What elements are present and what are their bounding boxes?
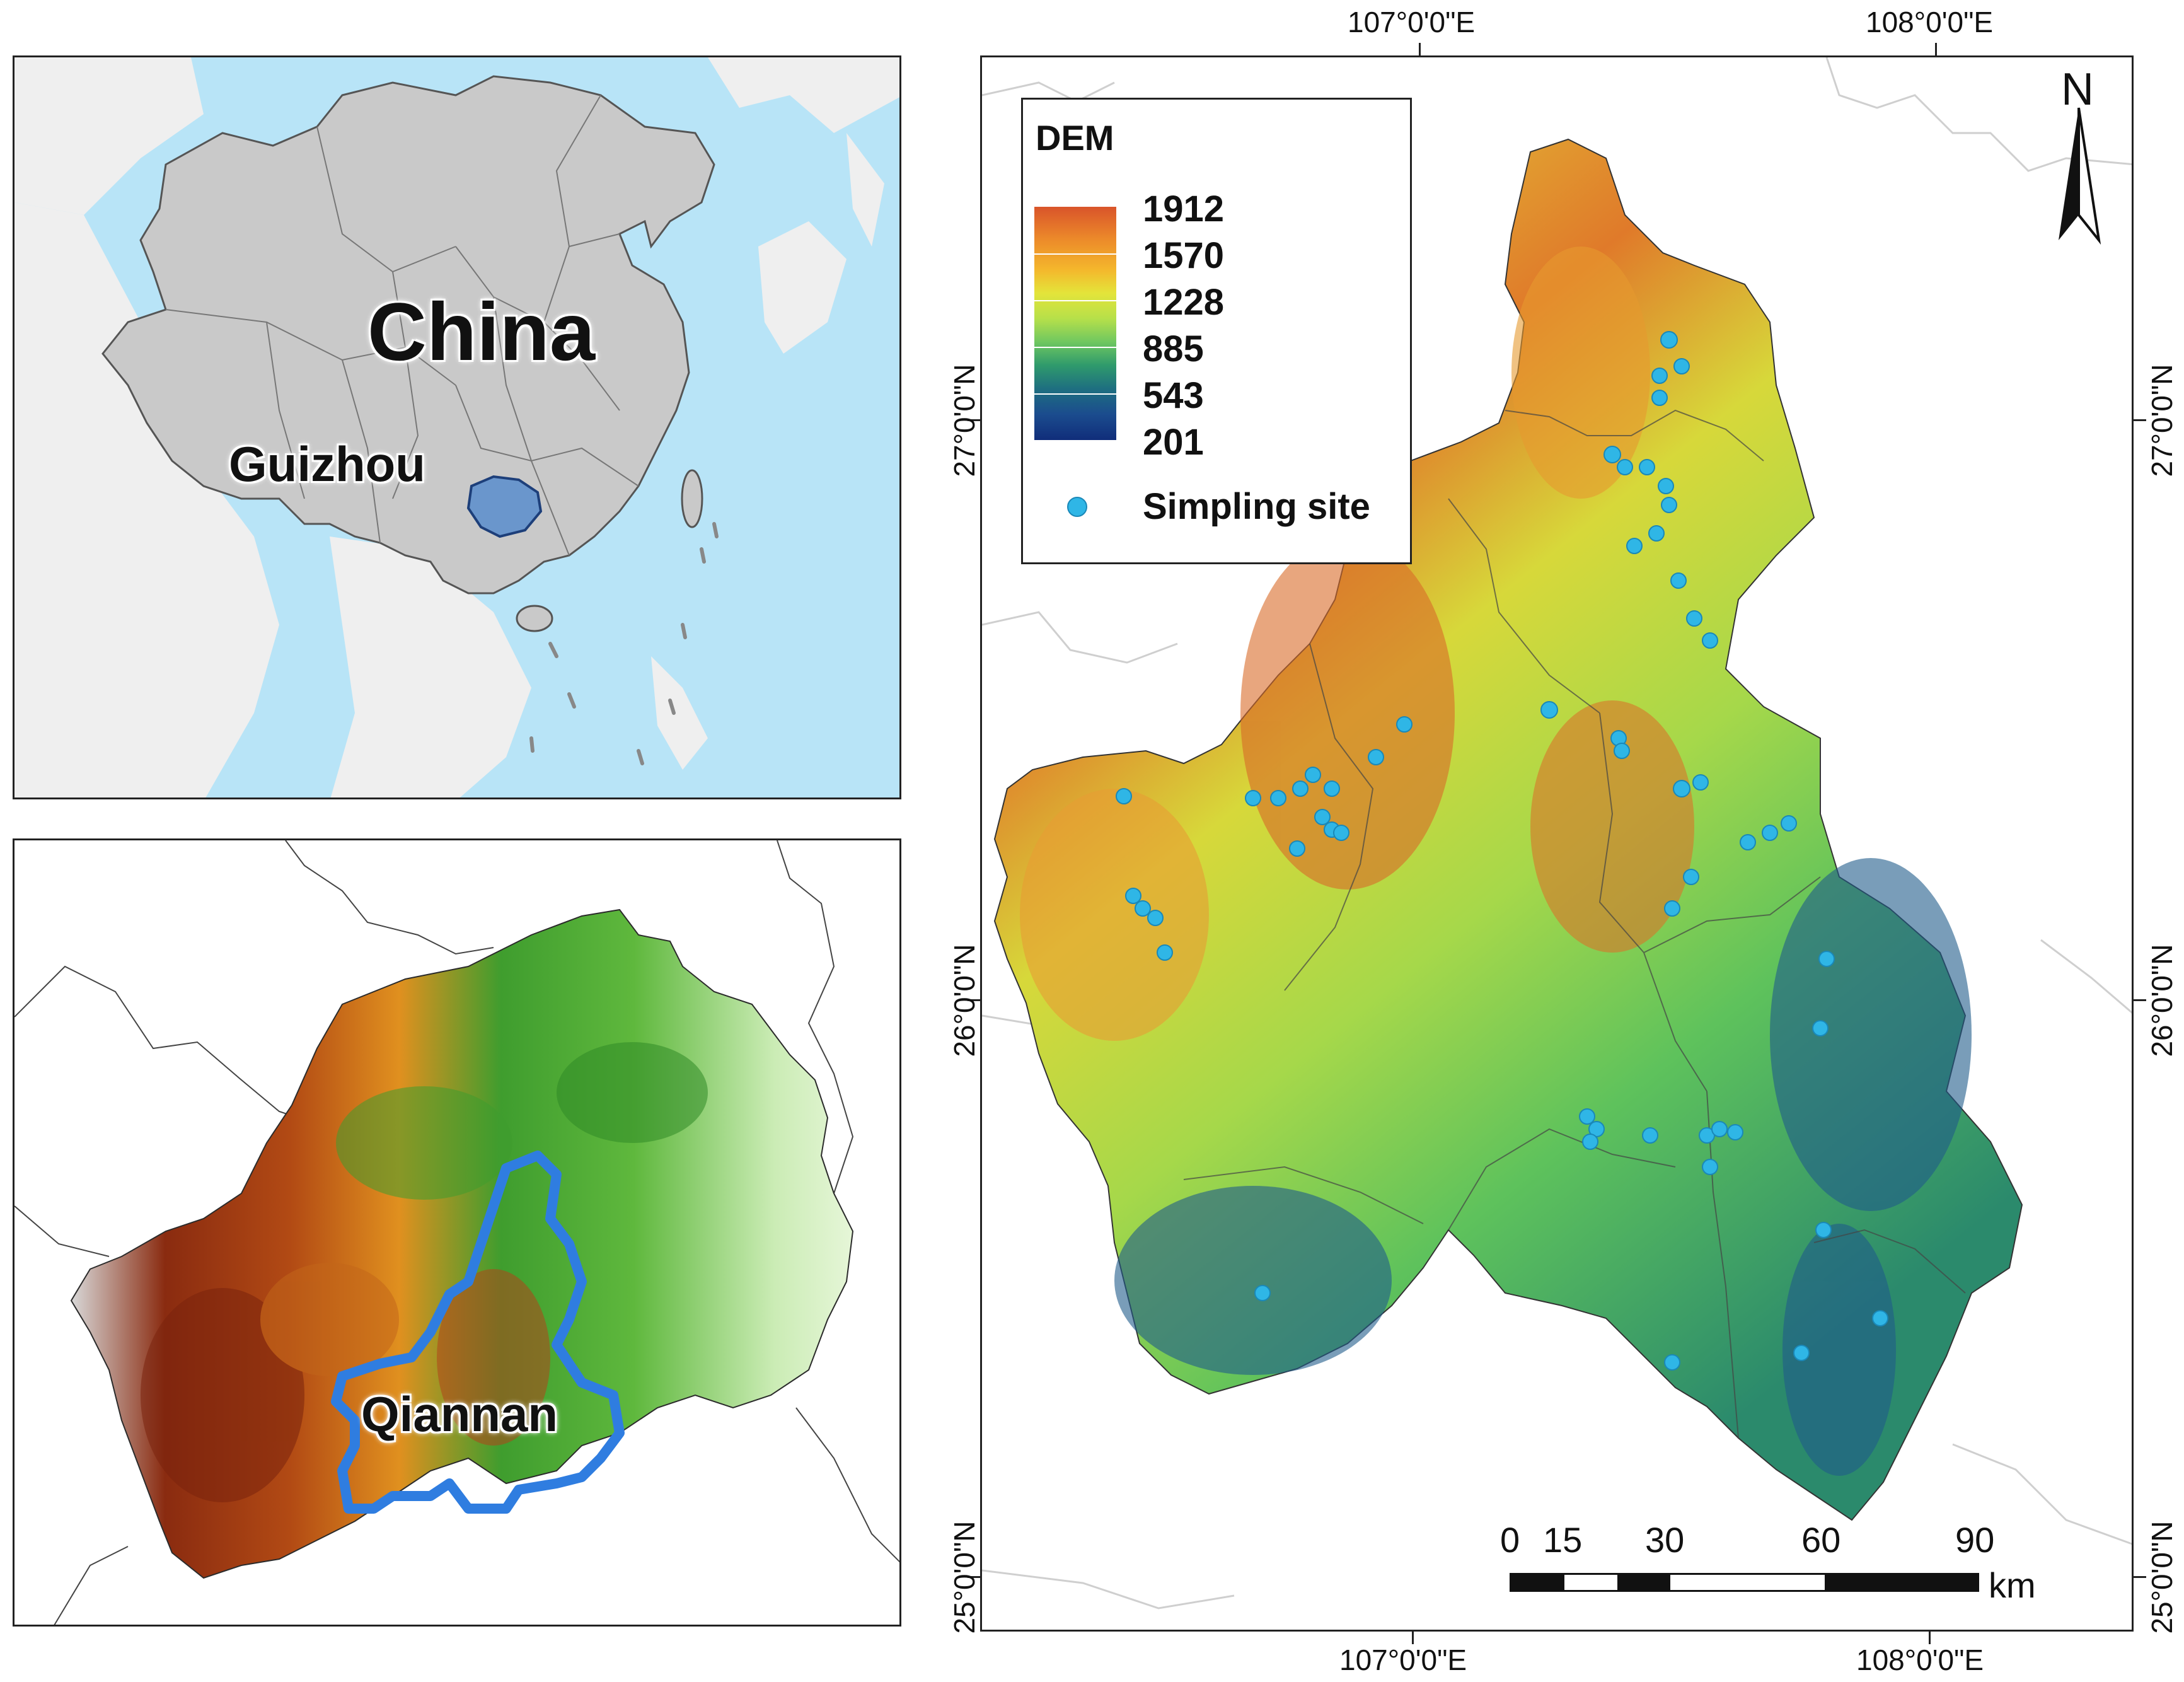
- legend-value-4: 885: [1143, 328, 1204, 369]
- qiannan-relief-svg: [982, 57, 2132, 1610]
- guizhou-label: Guizhou: [229, 436, 425, 492]
- north-arrow-icon: [2059, 107, 2101, 245]
- legend-title: DEM: [1036, 118, 1114, 158]
- legend-value-6: 201: [1143, 422, 1204, 463]
- qiannan-label: Qiannan: [361, 1386, 558, 1442]
- tick-right-26: [2134, 999, 2146, 1001]
- dem-color-ramp: [1034, 207, 1116, 440]
- right-axis-label-27: 27°0'0"N: [2146, 364, 2178, 477]
- china-outline: [101, 75, 715, 594]
- top-axis-label-108: 108°0'0"E: [1866, 6, 1994, 38]
- china-inset-map: China Guizhou: [13, 55, 901, 799]
- legend-value-3: 1228: [1143, 282, 1225, 323]
- scale-tick-60: 60: [1801, 1520, 1841, 1560]
- guizhou-dem-map: [14, 840, 899, 1625]
- tick-left-26: [968, 999, 980, 1001]
- tick-top-107: [1419, 43, 1421, 55]
- qiannan-dem-map: N: [980, 55, 2134, 1632]
- legend-value-5: 543: [1143, 375, 1204, 416]
- tick-left-27: [968, 419, 980, 421]
- north-label: N: [2061, 64, 2094, 115]
- scale-tick-30: 30: [1645, 1520, 1685, 1560]
- dem-legend: DEM 1912 1570 1228 885 543 201 Simpling …: [1021, 98, 1412, 564]
- tick-bottom-108: [1929, 1632, 1931, 1644]
- guizhou-inset-map: Qiannan: [13, 838, 901, 1627]
- scale-bar: [1510, 1573, 1979, 1592]
- left-axis-label-27: 27°0'0"N: [948, 364, 981, 477]
- right-axis-label-25: 25°0'0"N: [2146, 1521, 2178, 1634]
- tick-top-108: [1935, 43, 1937, 55]
- right-axis-label-26: 26°0'0"N: [2146, 944, 2178, 1057]
- bottom-axis-label-108: 108°0'0"E: [1856, 1644, 1984, 1676]
- tick-bottom-107: [1412, 1632, 1414, 1644]
- guizhou-highlight: [466, 475, 543, 538]
- legend-value-1: 1912: [1143, 188, 1225, 229]
- sampling-site-symbol-icon: [1067, 497, 1087, 517]
- legend-value-2: 1570: [1143, 235, 1225, 276]
- china-label: China: [367, 286, 596, 378]
- scale-tick-90: 90: [1955, 1520, 1995, 1560]
- tick-left-25: [968, 1576, 980, 1578]
- legend-site-label: Simpling site: [1143, 486, 1370, 527]
- tick-right-25: [2134, 1576, 2146, 1578]
- top-axis-label-107: 107°0'0"E: [1348, 6, 1476, 38]
- scale-unit: km: [1989, 1565, 2036, 1605]
- tick-right-27: [2134, 419, 2146, 421]
- bottom-axis-label-107: 107°0'0"E: [1339, 1644, 1467, 1676]
- sampling-sites: [1116, 331, 1888, 1371]
- qiannan-outline: [331, 1151, 625, 1514]
- scale-tick-15: 15: [1543, 1520, 1583, 1560]
- left-axis-label-25: 25°0'0"N: [948, 1521, 981, 1634]
- china-basemap: [14, 57, 899, 798]
- scale-tick-0: 0: [1500, 1520, 1520, 1560]
- left-axis-label-26: 26°0'0"N: [948, 944, 981, 1057]
